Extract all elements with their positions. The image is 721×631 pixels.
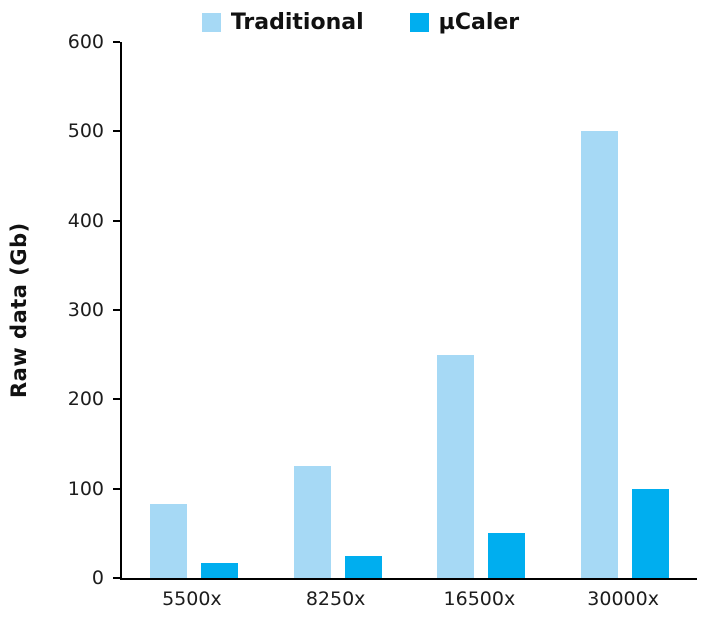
bar-traditional-5500x — [149, 503, 187, 578]
y-tick-500: 500 — [68, 120, 120, 142]
bar-traditional-16500x — [437, 354, 475, 578]
plot-area — [120, 42, 697, 580]
y-tick-mark — [113, 41, 120, 43]
y-tick-600: 600 — [68, 31, 120, 53]
legend-label-ucaler: µCaler — [438, 9, 520, 35]
y-tick-400: 400 — [68, 210, 120, 232]
y-tick-label: 400 — [67, 209, 104, 232]
y-tick-mark — [113, 577, 120, 579]
bar-group-30000x — [553, 42, 697, 578]
y-tick-label: 300 — [67, 299, 104, 321]
x-tick-30000x: 30000x — [587, 588, 659, 610]
legend: Traditional µCaler — [0, 6, 721, 38]
y-tick-mark — [113, 130, 120, 133]
bar-group-8250x — [266, 42, 410, 578]
y-tick-0: 0 — [92, 567, 120, 589]
y-tick-label: 0 — [91, 567, 104, 589]
legend-item-traditional: Traditional — [201, 9, 364, 35]
bar-group-16500x — [410, 42, 554, 578]
legend-item-ucaler: µCaler — [409, 9, 520, 35]
y-tick-label: 600 — [67, 31, 104, 53]
y-tick-mark — [113, 398, 120, 401]
legend-label-traditional: Traditional — [230, 9, 364, 35]
y-tick-300: 300 — [68, 299, 120, 321]
y-tick-mark — [113, 219, 120, 222]
y-tick-label: 200 — [67, 388, 104, 411]
y-tick-200: 200 — [68, 388, 120, 410]
y-tick-100: 100 — [68, 478, 120, 500]
y-tick-mark — [113, 487, 120, 490]
x-tick-16500x: 16500x — [443, 588, 516, 610]
x-axis-tick-labels: 5500x 8250x 16500x 30000x — [120, 588, 695, 610]
x-tick-8250x: 8250x — [305, 588, 366, 610]
bar-group-5500x — [122, 42, 266, 578]
bar-traditional-30000x — [581, 131, 619, 578]
y-tick-label: 500 — [67, 120, 104, 143]
x-tick-5500x: 5500x — [162, 588, 222, 610]
y-tick-label: 100 — [67, 477, 104, 500]
bar-µcaler-30000x — [632, 488, 670, 578]
legend-swatch-ucaler — [409, 12, 429, 32]
y-tick-mark — [113, 309, 120, 311]
legend-swatch-traditional — [201, 12, 221, 32]
y-axis-tick-labels: 0 100 200 300 400 500 600 — [0, 31, 120, 589]
bar-µcaler-16500x — [488, 533, 526, 578]
bar-µcaler-8250x — [344, 555, 382, 578]
bar-traditional-8250x — [293, 466, 331, 578]
bar-µcaler-5500x — [200, 562, 238, 578]
